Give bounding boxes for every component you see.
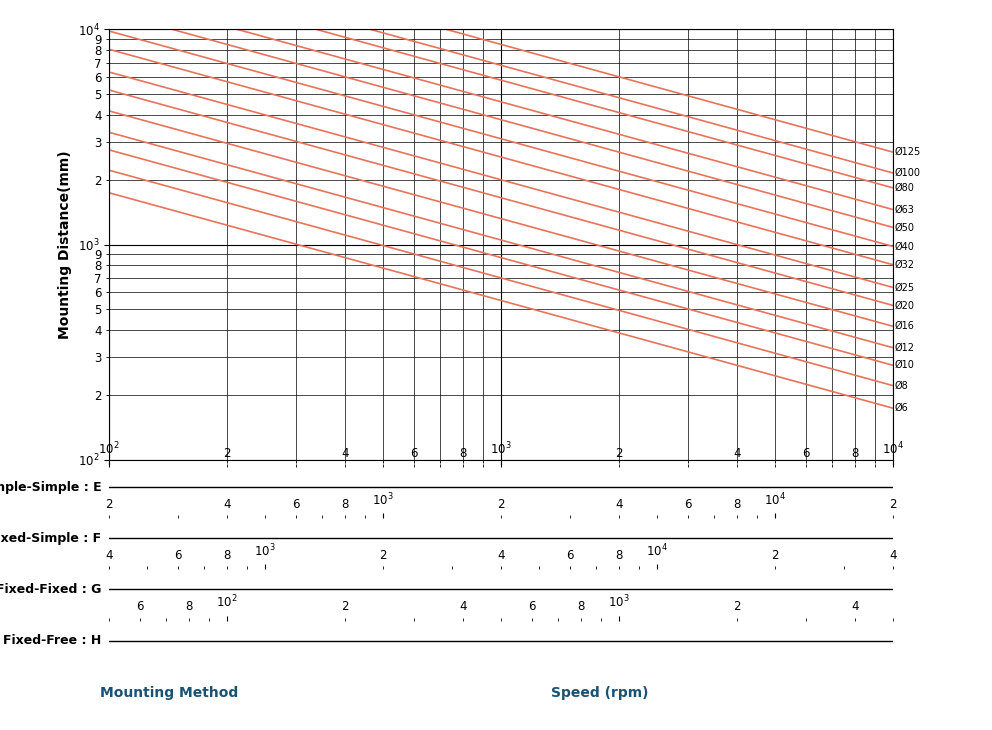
- Text: Ø50: Ø50: [895, 223, 915, 232]
- Text: Ø16: Ø16: [895, 321, 915, 331]
- Text: Simple-Simple : E: Simple-Simple : E: [0, 481, 101, 493]
- Text: Ø125: Ø125: [895, 147, 921, 157]
- Text: Ø12: Ø12: [895, 342, 915, 353]
- Text: Fixed-Free : H: Fixed-Free : H: [3, 634, 101, 647]
- Text: Ø10: Ø10: [895, 360, 915, 370]
- Text: Ø25: Ø25: [895, 283, 915, 293]
- Text: Ø100: Ø100: [895, 168, 921, 178]
- Text: Ø80: Ø80: [895, 182, 915, 193]
- Text: Fixed-Simple : F: Fixed-Simple : F: [0, 532, 101, 545]
- Text: Ø8: Ø8: [895, 380, 909, 391]
- Text: Fixed-Fixed : G: Fixed-Fixed : G: [0, 583, 101, 596]
- Text: Speed (rpm): Speed (rpm): [552, 686, 649, 700]
- Text: Ø6: Ø6: [895, 403, 909, 413]
- Text: Ø32: Ø32: [895, 260, 915, 269]
- Text: Ø20: Ø20: [895, 300, 915, 310]
- Y-axis label: Mounting Distance(mm): Mounting Distance(mm): [58, 150, 72, 339]
- Text: Ø63: Ø63: [895, 204, 915, 215]
- Text: Ø40: Ø40: [895, 242, 915, 251]
- Text: Mounting Method: Mounting Method: [99, 686, 238, 700]
